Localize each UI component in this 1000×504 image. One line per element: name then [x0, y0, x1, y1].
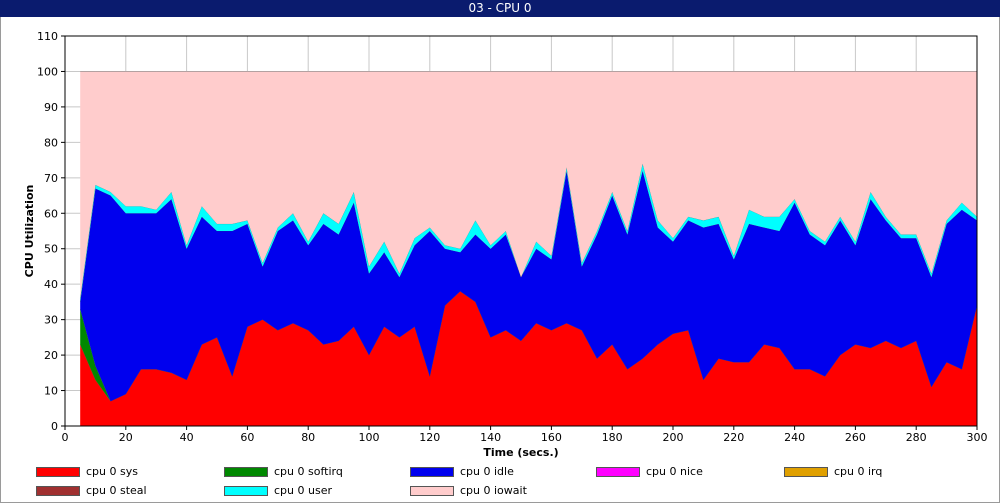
area-cpu-0-iowait [80, 71, 977, 299]
x-tick-label: 20 [119, 431, 133, 444]
plot-border [64, 35, 978, 427]
y-tick-label: 20 [44, 349, 58, 362]
x-tick-label: 240 [784, 431, 805, 444]
x-tick-label: 300 [967, 431, 988, 444]
x-tick-label: 40 [180, 431, 194, 444]
y-tick-label: 0 [51, 420, 58, 433]
y-tick-label: 90 [44, 101, 58, 114]
area-cpu-0-idle [80, 170, 977, 402]
y-tick-label: 80 [44, 136, 58, 149]
y-tick-label: 70 [44, 172, 58, 185]
chart-frame: 0 20 40 60 80 100 120 140 160 180 200 220 240 260 280 3… [0, 17, 1000, 503]
x-tick-label: 280 [906, 431, 927, 444]
x-axis-label: Time (secs.) [483, 446, 558, 459]
x-tick-label: 200 [663, 431, 684, 444]
y-tick-label: 50 [44, 243, 58, 256]
y-tick-label: 110 [37, 30, 58, 43]
y-tick-label: 40 [44, 278, 58, 291]
area-cpu-0-sys [80, 291, 977, 426]
x-tick-label: 220 [723, 431, 744, 444]
x-tick-label: 0 [62, 431, 69, 444]
chart-title: 03 - CPU 0 [468, 1, 532, 15]
x-tick-label: 80 [301, 431, 315, 444]
chart-title-bar: 03 - CPU 0 [0, 0, 1000, 17]
x-tick-label: 120 [419, 431, 440, 444]
y-tick-label: 100 [37, 65, 58, 78]
y-tick-label: 10 [44, 385, 58, 398]
y-tick-label: 60 [44, 207, 58, 220]
y-axis-label: CPU Utilization [23, 185, 36, 278]
y-tick-label: 30 [44, 314, 58, 327]
x-tick-label: 60 [240, 431, 254, 444]
cpu-stacked-area-chart: 0 20 40 60 80 100 120 140 160 180 200 220 240 260 280 3… [23, 30, 988, 459]
x-tick-label: 140 [480, 431, 501, 444]
x-tick-label: 160 [541, 431, 562, 444]
x-tick-label: 260 [845, 431, 866, 444]
x-tick-label: 100 [359, 431, 380, 444]
x-tick-label: 180 [602, 431, 623, 444]
